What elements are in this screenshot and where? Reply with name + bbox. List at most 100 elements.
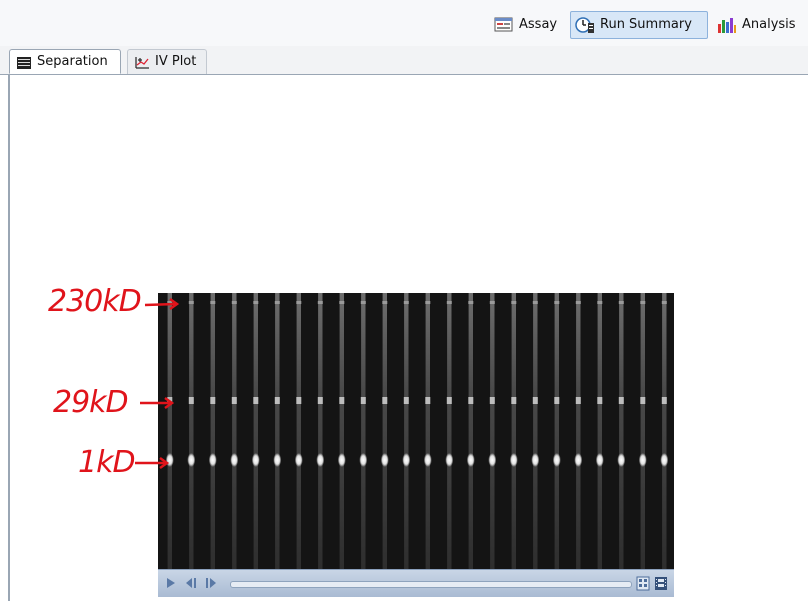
marker-29kd-label: 29kD [53,385,129,420]
band-1kd [359,453,368,467]
band-1kd [402,453,411,467]
gel-lane [189,293,194,569]
band-1kd [509,453,518,467]
band-29kd [274,397,280,404]
band-29kd [425,397,431,404]
gel-lane [167,293,172,569]
band-29kd [532,397,538,404]
band-1kd [337,453,346,467]
band-29kd [511,397,517,404]
band-230kd [425,301,431,304]
gel-lane [275,293,280,569]
assay-icon [494,16,514,34]
band-29kd [661,397,667,404]
panel-left-border [8,75,10,601]
gel-lane [404,293,409,569]
band-29kd [618,397,624,404]
band-230kd [618,301,624,304]
marker-230kd-label: 230kD [48,284,142,319]
band-230kd [446,301,452,304]
gel-lane [232,293,237,569]
play-icon[interactable] [164,576,178,590]
view-tab-strip: Separation IV Plot [0,46,808,75]
step-forward-icon[interactable] [204,576,218,590]
band-29kd [640,397,646,404]
band-1kd [552,453,561,467]
band-29kd [339,397,345,404]
gel-lane [447,293,452,569]
analysis-button[interactable]: Analysis [713,11,800,39]
gel-lane [640,293,645,569]
band-230kd [253,301,259,304]
band-230kd [661,301,667,304]
gel-lane [490,293,495,569]
band-230kd [597,301,603,304]
run-summary-label: Run Summary [600,17,692,32]
run-summary-button[interactable]: Run Summary [570,11,708,39]
tab-separation-label: Separation [37,53,108,69]
band-1kd [466,453,475,467]
gel-lane [468,293,473,569]
band-230kd [575,301,581,304]
band-1kd [294,453,303,467]
tab-iv-plot[interactable]: IV Plot [127,49,207,74]
band-230kd [554,301,560,304]
band-29kd [188,397,194,404]
gel-lane [554,293,559,569]
band-230kd [188,301,194,304]
band-1kd [617,453,626,467]
band-1kd [638,453,647,467]
gel-lane [511,293,516,569]
band-1kd [595,453,604,467]
band-1kd [208,453,217,467]
gel-lane [361,293,366,569]
assay-button[interactable]: Assay [490,11,561,39]
band-1kd [380,453,389,467]
separation-icon [16,55,32,69]
band-230kd [167,301,173,304]
gel-lane [619,293,624,569]
gel-image [158,293,674,569]
band-230kd [210,301,216,304]
gel-lane [382,293,387,569]
band-29kd [468,397,474,404]
step-back-icon[interactable] [184,576,198,590]
gel-lane [296,293,301,569]
gel-lane [253,293,258,569]
band-29kd [296,397,302,404]
lane-grid-icon[interactable] [636,576,650,591]
band-29kd [253,397,259,404]
band-230kd [403,301,409,304]
analysis-label: Analysis [742,17,796,32]
band-1kd [273,453,282,467]
band-230kd [532,301,538,304]
gel-lane [425,293,430,569]
gel-lane [597,293,602,569]
band-1kd [187,453,196,467]
band-230kd [317,301,323,304]
band-1kd [488,453,497,467]
gel-lane [339,293,344,569]
band-230kd [489,301,495,304]
film-strip-icon[interactable] [654,576,668,591]
band-29kd [489,397,495,404]
playback-slider[interactable] [230,581,632,588]
band-1kd [316,453,325,467]
gel-lanes-svg [165,293,669,569]
gel-playback-bar [158,569,674,597]
run-summary-icon [575,16,595,34]
band-230kd [511,301,517,304]
gel-lane [210,293,215,569]
band-1kd [531,453,540,467]
band-29kd [554,397,560,404]
tab-separation[interactable]: Separation [9,49,121,74]
band-29kd [403,397,409,404]
band-230kd [231,301,237,304]
band-1kd [423,453,432,467]
band-29kd [446,397,452,404]
main-toolbar: Assay Run Summary Analysis [0,0,808,47]
band-230kd [468,301,474,304]
iv-plot-icon [134,55,150,69]
band-230kd [382,301,388,304]
band-29kd [210,397,216,404]
